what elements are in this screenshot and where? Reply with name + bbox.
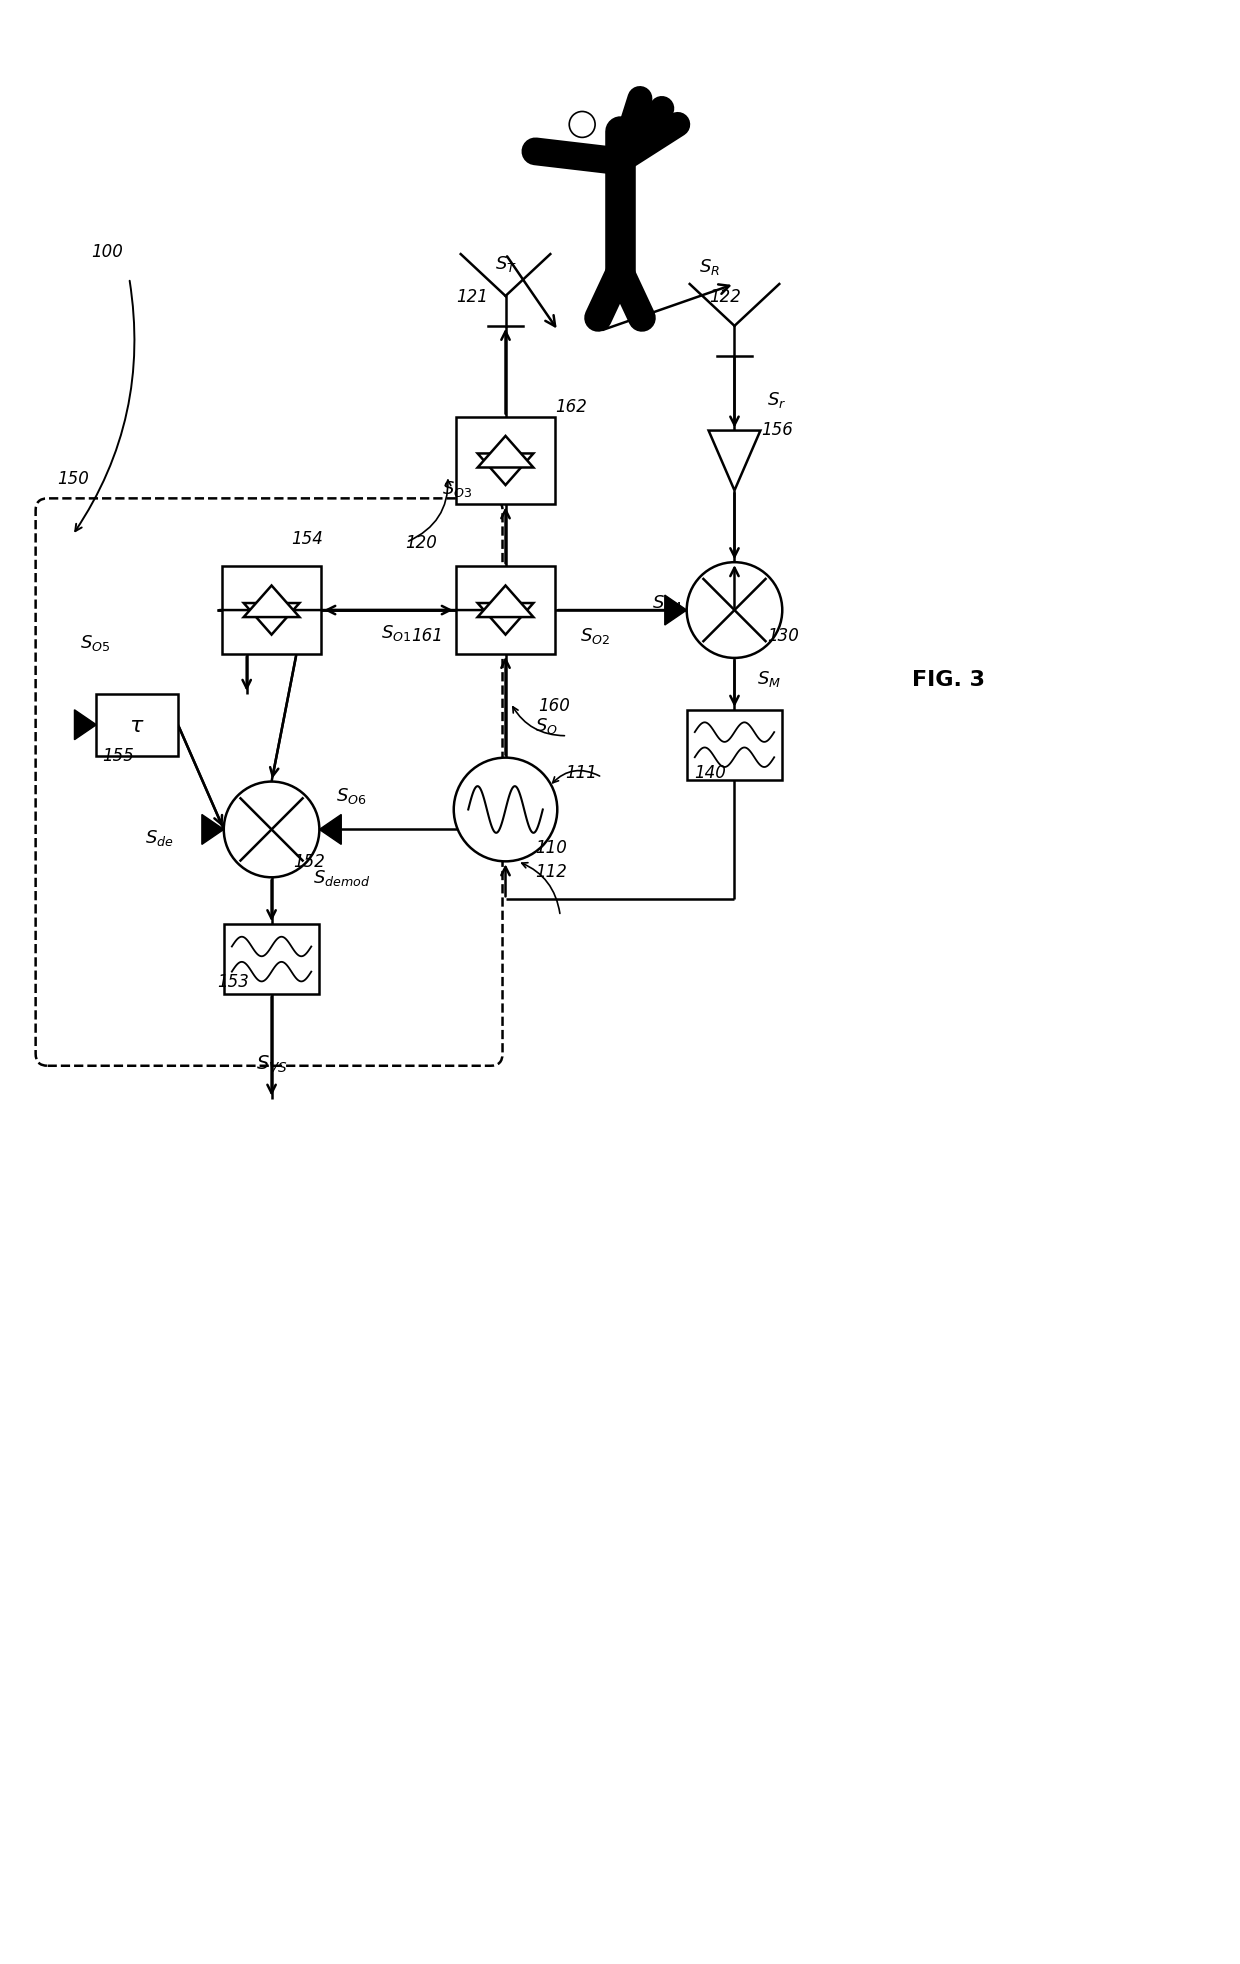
Polygon shape bbox=[477, 454, 533, 485]
Polygon shape bbox=[477, 603, 533, 634]
Text: 100: 100 bbox=[92, 244, 123, 261]
Text: $S_{de}$: $S_{de}$ bbox=[145, 829, 174, 848]
Bar bbox=[224, 925, 319, 994]
Text: 130: 130 bbox=[768, 627, 800, 644]
Text: 162: 162 bbox=[556, 397, 588, 416]
Polygon shape bbox=[74, 711, 97, 740]
Polygon shape bbox=[202, 815, 223, 845]
Polygon shape bbox=[477, 436, 533, 467]
Text: $S_{demod}$: $S_{demod}$ bbox=[314, 868, 371, 888]
Text: $S_{O2}$: $S_{O2}$ bbox=[580, 627, 610, 646]
FancyBboxPatch shape bbox=[36, 499, 502, 1066]
Circle shape bbox=[687, 564, 782, 658]
Text: $S_O$: $S_O$ bbox=[536, 715, 558, 735]
Text: 153: 153 bbox=[217, 972, 249, 990]
Bar bbox=[456, 568, 556, 654]
Text: $S_{O3}$: $S_{O3}$ bbox=[443, 479, 472, 499]
Bar bbox=[222, 568, 321, 654]
Circle shape bbox=[223, 782, 320, 878]
Bar bbox=[456, 418, 556, 505]
Text: 155: 155 bbox=[103, 746, 134, 764]
Text: $S_M$: $S_M$ bbox=[758, 668, 781, 689]
Text: 120: 120 bbox=[405, 534, 436, 552]
Text: $S_{O4}$: $S_{O4}$ bbox=[652, 593, 682, 613]
Text: $S_{O1}$: $S_{O1}$ bbox=[381, 623, 412, 642]
Polygon shape bbox=[244, 603, 299, 634]
Text: $S_{VS}$: $S_{VS}$ bbox=[255, 1053, 288, 1074]
Text: $S_r$: $S_r$ bbox=[768, 389, 786, 409]
Text: 150: 150 bbox=[57, 469, 89, 489]
Text: 160: 160 bbox=[538, 697, 570, 715]
Polygon shape bbox=[665, 595, 687, 627]
Text: $S_{O5}$: $S_{O5}$ bbox=[81, 632, 110, 652]
Text: 110: 110 bbox=[536, 839, 567, 856]
Text: 161: 161 bbox=[410, 627, 443, 644]
Text: 122: 122 bbox=[709, 289, 742, 306]
Text: 140: 140 bbox=[694, 764, 727, 782]
Polygon shape bbox=[708, 432, 760, 491]
Text: $S_{O6}$: $S_{O6}$ bbox=[336, 786, 367, 805]
Circle shape bbox=[454, 758, 557, 862]
Polygon shape bbox=[477, 585, 533, 619]
Text: 121: 121 bbox=[456, 289, 487, 306]
Bar bbox=[97, 695, 179, 756]
Circle shape bbox=[569, 112, 595, 137]
Text: 152: 152 bbox=[294, 852, 325, 870]
Text: $\tau$: $\tau$ bbox=[129, 715, 145, 735]
Text: 154: 154 bbox=[291, 530, 324, 548]
Text: 156: 156 bbox=[761, 420, 794, 438]
Bar bbox=[687, 711, 781, 780]
Polygon shape bbox=[320, 815, 341, 845]
Text: $S_R$: $S_R$ bbox=[699, 257, 720, 277]
Polygon shape bbox=[244, 585, 299, 619]
Text: 112: 112 bbox=[536, 862, 567, 880]
Text: 111: 111 bbox=[565, 764, 598, 782]
Text: $S_T$: $S_T$ bbox=[495, 253, 517, 273]
Text: FIG. 3: FIG. 3 bbox=[913, 670, 985, 689]
